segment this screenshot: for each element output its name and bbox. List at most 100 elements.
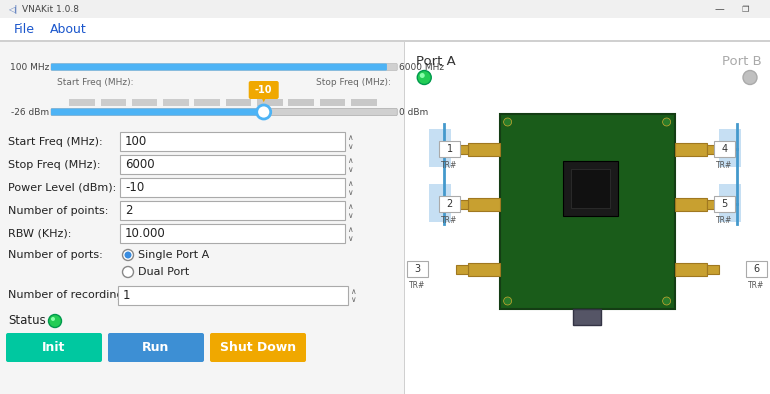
FancyBboxPatch shape	[351, 99, 377, 106]
FancyBboxPatch shape	[108, 333, 204, 362]
Text: TR#: TR#	[410, 281, 426, 290]
Text: Number of ports:: Number of ports:	[8, 250, 102, 260]
Text: 5: 5	[721, 199, 728, 209]
FancyBboxPatch shape	[51, 108, 265, 115]
Text: ∧: ∧	[347, 178, 353, 188]
FancyBboxPatch shape	[0, 18, 770, 40]
FancyBboxPatch shape	[429, 129, 450, 167]
Circle shape	[51, 317, 55, 321]
Text: ∨: ∨	[347, 234, 353, 242]
Text: Dual Port: Dual Port	[138, 267, 189, 277]
Text: Stop Freq (MHz):: Stop Freq (MHz):	[8, 160, 101, 169]
Text: File: File	[14, 22, 35, 35]
FancyBboxPatch shape	[500, 114, 675, 309]
FancyBboxPatch shape	[439, 196, 460, 212]
Circle shape	[49, 314, 62, 327]
FancyBboxPatch shape	[320, 99, 345, 106]
Text: Init: Init	[42, 341, 65, 354]
Text: Shut Down: Shut Down	[220, 341, 296, 354]
Circle shape	[743, 71, 757, 84]
FancyBboxPatch shape	[429, 184, 450, 222]
Text: ∧: ∧	[347, 132, 353, 141]
Text: 6: 6	[754, 264, 760, 274]
Text: TR#: TR#	[748, 281, 765, 290]
Text: TR#: TR#	[716, 216, 733, 225]
FancyBboxPatch shape	[707, 145, 718, 154]
Text: ❐: ❐	[742, 4, 749, 13]
Circle shape	[504, 297, 511, 305]
FancyBboxPatch shape	[132, 99, 158, 106]
FancyBboxPatch shape	[101, 99, 126, 106]
Text: 2: 2	[125, 204, 132, 217]
Text: -10: -10	[255, 85, 273, 95]
Text: -10: -10	[125, 181, 144, 194]
Text: ∨: ∨	[347, 141, 353, 151]
FancyBboxPatch shape	[0, 41, 404, 394]
FancyBboxPatch shape	[571, 169, 610, 208]
Circle shape	[663, 118, 671, 126]
FancyBboxPatch shape	[404, 41, 770, 394]
FancyBboxPatch shape	[120, 178, 345, 197]
FancyBboxPatch shape	[210, 333, 306, 362]
Text: Port B: Port B	[722, 55, 762, 68]
Circle shape	[420, 73, 425, 78]
FancyBboxPatch shape	[120, 224, 345, 243]
FancyBboxPatch shape	[746, 261, 767, 277]
FancyBboxPatch shape	[456, 264, 467, 273]
Text: ∧: ∧	[347, 225, 353, 234]
FancyBboxPatch shape	[456, 145, 467, 154]
Text: RBW (KHz):: RBW (KHz):	[8, 229, 72, 238]
Text: 3: 3	[414, 264, 420, 274]
Text: ∨: ∨	[350, 296, 356, 305]
Text: ∧: ∧	[350, 286, 356, 296]
Text: ∨: ∨	[347, 165, 353, 173]
Text: 100: 100	[125, 135, 147, 148]
Circle shape	[663, 297, 671, 305]
FancyBboxPatch shape	[0, 0, 770, 18]
Text: 6000: 6000	[125, 158, 155, 171]
FancyBboxPatch shape	[69, 99, 95, 106]
FancyBboxPatch shape	[51, 63, 387, 71]
Text: 6000 MHz: 6000 MHz	[400, 63, 444, 71]
Text: —: —	[715, 4, 725, 14]
FancyBboxPatch shape	[467, 197, 500, 210]
Text: 1: 1	[123, 289, 130, 302]
FancyBboxPatch shape	[718, 184, 741, 222]
FancyBboxPatch shape	[707, 199, 718, 208]
Text: Number of recordings:: Number of recordings:	[8, 290, 133, 301]
FancyBboxPatch shape	[120, 132, 345, 151]
Text: 100 MHz: 100 MHz	[9, 63, 49, 71]
Text: 0 dBm: 0 dBm	[400, 108, 428, 117]
Text: Run: Run	[142, 341, 169, 354]
Text: 4: 4	[721, 144, 728, 154]
Text: ∧: ∧	[347, 156, 353, 165]
Text: Status: Status	[8, 314, 45, 327]
Text: Single Port A: Single Port A	[138, 250, 209, 260]
FancyBboxPatch shape	[718, 129, 741, 167]
Text: ◁|: ◁|	[8, 4, 18, 13]
Circle shape	[256, 105, 271, 119]
FancyBboxPatch shape	[120, 201, 345, 220]
FancyBboxPatch shape	[714, 141, 735, 157]
FancyBboxPatch shape	[288, 99, 314, 106]
Text: Number of points:: Number of points:	[8, 206, 109, 216]
Text: Start Freq (MHz):: Start Freq (MHz):	[57, 78, 133, 87]
FancyBboxPatch shape	[675, 197, 707, 210]
Circle shape	[125, 251, 132, 258]
FancyBboxPatch shape	[194, 99, 220, 106]
Text: ∨: ∨	[347, 188, 353, 197]
FancyBboxPatch shape	[257, 99, 283, 106]
FancyBboxPatch shape	[707, 264, 718, 273]
Text: ∧: ∧	[347, 201, 353, 210]
FancyBboxPatch shape	[163, 99, 189, 106]
FancyBboxPatch shape	[51, 108, 397, 115]
FancyBboxPatch shape	[439, 141, 460, 157]
Text: TR#: TR#	[441, 216, 458, 225]
Text: VNAKit 1.0.8: VNAKit 1.0.8	[22, 4, 79, 13]
FancyBboxPatch shape	[249, 81, 279, 99]
FancyBboxPatch shape	[467, 262, 500, 275]
Circle shape	[122, 266, 133, 277]
Text: TR#: TR#	[441, 160, 458, 169]
FancyBboxPatch shape	[51, 63, 397, 71]
Text: ∨: ∨	[347, 210, 353, 219]
